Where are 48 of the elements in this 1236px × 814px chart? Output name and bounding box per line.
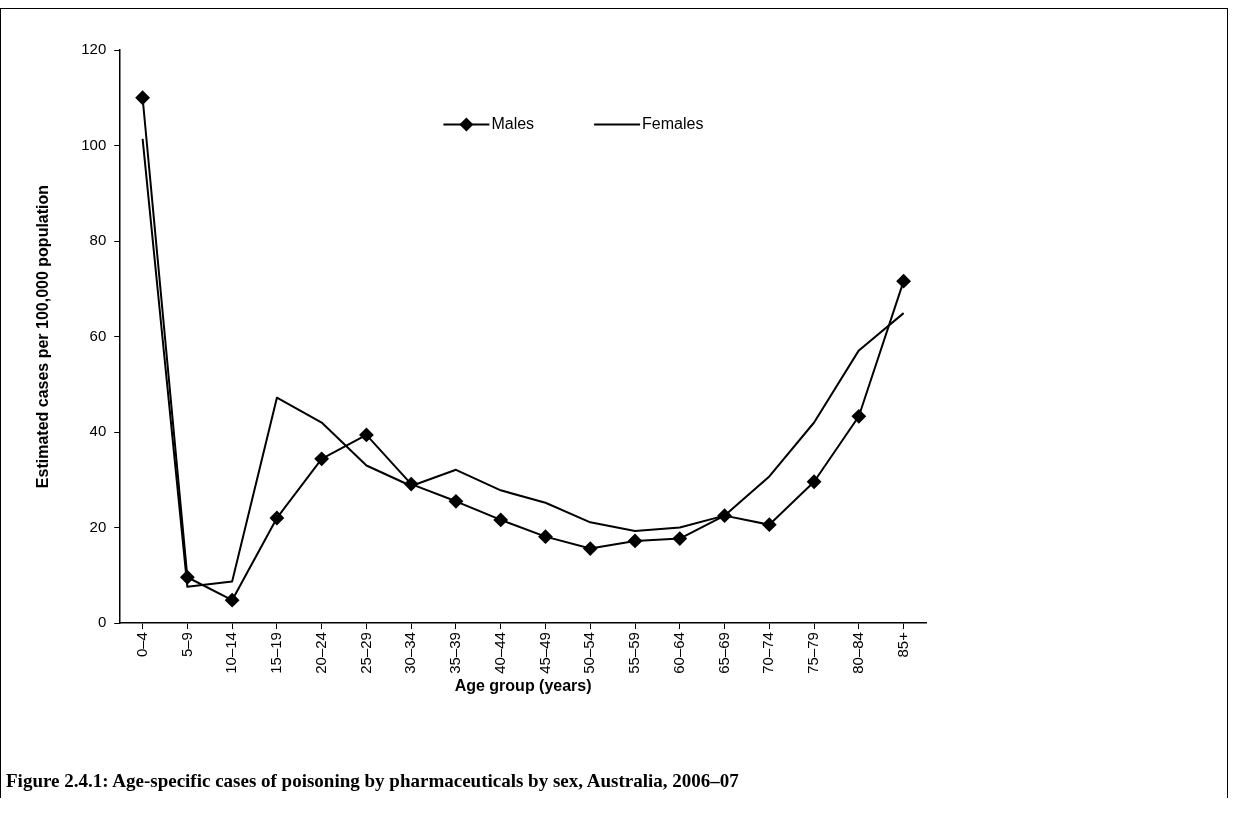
point [807,474,822,489]
point [359,427,374,442]
y-tick-label: 120 [81,40,107,58]
x-tick-label: 45–49 [535,632,553,674]
x-tick-label: 40–44 [490,632,508,674]
point [314,451,329,466]
point [583,541,598,556]
y-tick-label: 40 [89,422,107,440]
point [404,477,419,492]
x-tick-label: 70–74 [759,632,777,674]
y-tick-label: 60 [89,326,107,344]
x-tick-label: 5–9 [177,632,195,658]
x-tick-label: 55–59 [625,632,643,674]
point [717,508,732,523]
x-tick-label: 65–69 [714,632,732,674]
x-axis-title: Age group (years) [454,676,592,694]
y-axis-title: Estimated cases per 100,000 population [34,184,52,489]
point [538,529,553,544]
point [135,90,150,105]
x-tick-label: 60–64 [669,632,687,674]
point [448,494,463,509]
point [180,570,195,585]
legend-label: Females [642,114,704,132]
legend-label: Males [491,114,535,132]
x-tick-label: 15–19 [267,632,285,674]
y-tick-label: 100 [81,135,107,153]
point [762,517,777,532]
x-tick-label: 30–34 [401,632,419,674]
point [269,511,284,526]
point [493,512,508,527]
point [672,531,687,546]
point [628,533,643,548]
x-tick-label: 85+ [893,631,911,658]
y-tick-label: 80 [89,231,107,249]
x-tick-label: 20–24 [311,632,329,674]
x-tick-label: 50–54 [580,632,598,674]
y-tick-label: 0 [97,613,107,631]
x-tick-label: 75–79 [804,632,822,674]
x-tick-label: 35–39 [446,632,464,674]
x-tick-label: 25–29 [356,632,374,674]
caption: Figure 2.4.1: Age-specific cases of poisoning by pharmaceuticals by sex, Australia, 2006–07 [6,770,739,792]
point [851,409,866,424]
y-tick-label: 20 [89,517,107,535]
x-tick-label: 80–84 [848,632,866,674]
x-tick-label: 0–4 [132,632,150,658]
point [896,274,911,289]
point [225,593,240,608]
x-tick-label: 10–14 [222,632,240,674]
